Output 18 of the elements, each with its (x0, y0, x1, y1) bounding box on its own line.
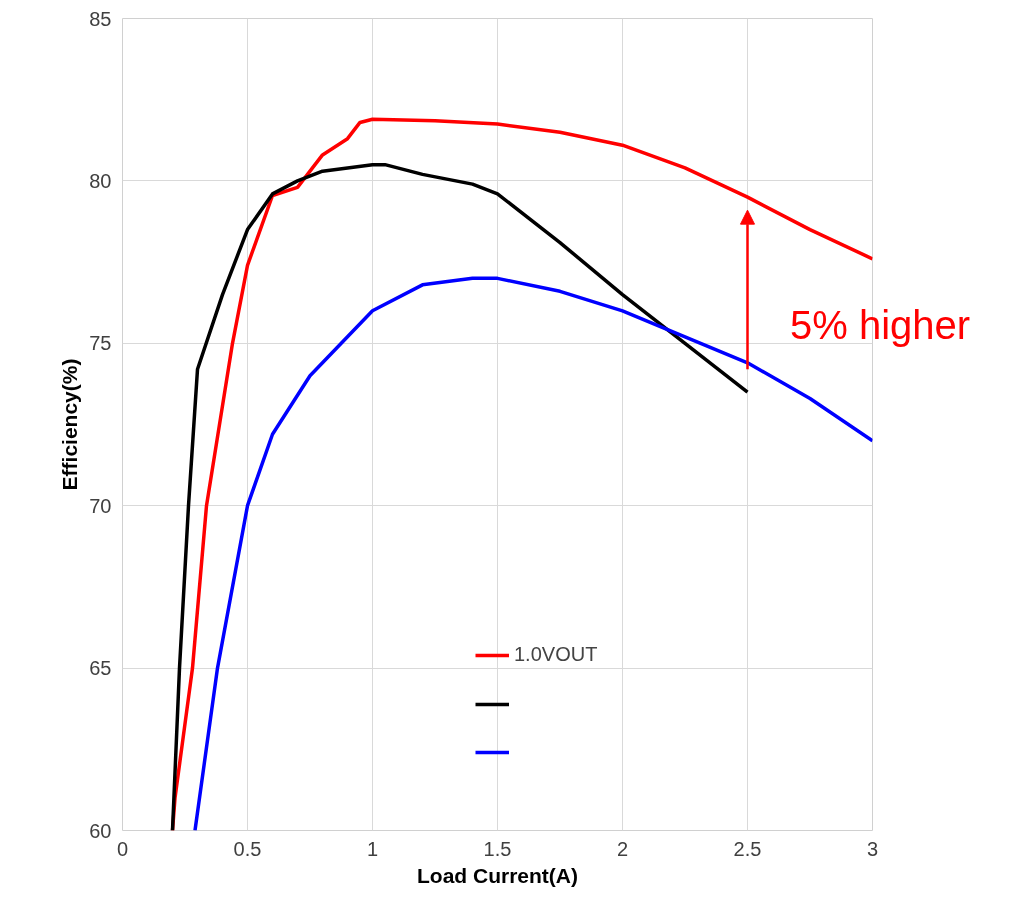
line-series (170, 162, 750, 831)
x-tick-label: 3 (866, 837, 879, 860)
x-tick-label: 2 (616, 837, 629, 860)
annotation: 5% higher (790, 302, 971, 349)
y-tick-label: 80 (89, 169, 112, 192)
y-tick-label: 65 (89, 657, 112, 680)
y-tick-label: 60 (89, 819, 112, 842)
x-tick-label: 1 (366, 837, 379, 860)
x-tick-label: 1.5 (483, 837, 512, 860)
y-tick-label: 70 (89, 494, 112, 517)
x-tick-label: 2.5 (733, 837, 762, 860)
x-tick-label: 0 (116, 837, 129, 860)
x-axis-title: Load Current(A) (417, 863, 579, 887)
legend-label: 1.0VOUT (514, 643, 599, 666)
y-tick-label: 85 (89, 7, 112, 30)
y-tick-label: 75 (89, 332, 112, 355)
y-axis-title: Efficiency(%) (58, 358, 82, 491)
x-tick-label: 0.5 (233, 837, 262, 860)
